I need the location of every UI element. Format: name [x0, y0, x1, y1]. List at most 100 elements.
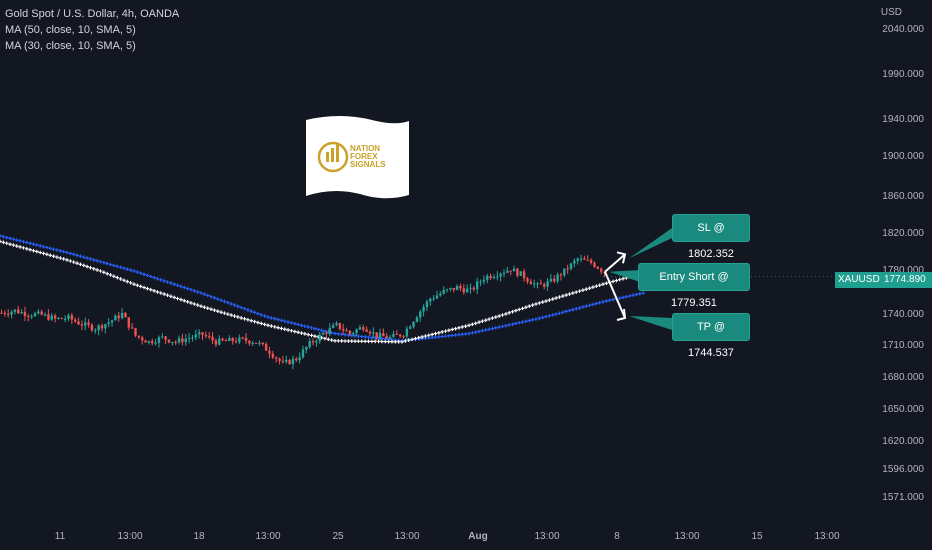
- ma50-point: [574, 307, 578, 311]
- ma30-point: [597, 283, 602, 287]
- ma30-point: [380, 339, 384, 344]
- ma30-point: [229, 313, 233, 317]
- candle-body: [348, 330, 352, 334]
- ma50-point: [450, 333, 455, 338]
- ma50-point: [607, 298, 612, 303]
- candle-body: [469, 287, 472, 289]
- time-tick-label: 13:00: [674, 531, 700, 542]
- candle-body: [516, 268, 519, 276]
- candle-body: [264, 344, 268, 351]
- ma50-point: [25, 240, 29, 245]
- candle-body: [539, 283, 543, 285]
- price-tick-label: 1780.000: [882, 265, 924, 276]
- ma30-point: [370, 339, 374, 344]
- ma30-point: [108, 273, 113, 277]
- ma50-point: [437, 335, 441, 339]
- ma30-point: [423, 334, 428, 338]
- time-tick-label: 8: [614, 531, 620, 542]
- ma50-point: [162, 279, 166, 283]
- ma30-point: [205, 306, 210, 310]
- ma50-point: [443, 334, 448, 338]
- ma50-point: [309, 326, 314, 330]
- candle-body: [579, 258, 583, 260]
- time-tick-label: 13:00: [814, 531, 840, 542]
- candle-body: [398, 334, 402, 337]
- ma50-point: [232, 303, 237, 307]
- ma50-point: [617, 296, 622, 300]
- candle-body: [110, 320, 114, 323]
- ma50-point: [564, 309, 568, 314]
- ma30-point: [148, 287, 153, 292]
- ma30-point: [329, 338, 334, 342]
- ma50-point: [316, 327, 321, 332]
- ma30-point: [31, 248, 36, 253]
- price-tick-label: 1650.000: [882, 404, 924, 415]
- ma30-point: [185, 300, 190, 304]
- ma30-point: [514, 308, 518, 313]
- candle-body: [305, 347, 308, 350]
- candle-body: [412, 321, 415, 327]
- candle-body: [593, 262, 596, 267]
- ma50-point: [182, 285, 187, 290]
- candle-body: [204, 335, 208, 337]
- ma30-point: [11, 243, 16, 247]
- ma50-point: [252, 310, 257, 315]
- ma50-point: [534, 317, 538, 321]
- candle-body: [415, 317, 419, 322]
- ma50-point: [61, 249, 66, 254]
- ma30-point: [343, 339, 347, 343]
- ma50-point: [189, 287, 193, 292]
- ma30-point: [326, 337, 331, 342]
- ma50-point: [457, 332, 461, 337]
- ma50-point: [299, 323, 304, 328]
- ma50-point: [453, 333, 458, 337]
- candle-body: [342, 328, 345, 331]
- candle-body: [201, 332, 204, 336]
- currency-label: USD: [880, 7, 902, 18]
- candle-body: [388, 336, 392, 339]
- candle-body: [271, 353, 275, 358]
- candle-body: [194, 334, 197, 338]
- candle-body: [53, 315, 57, 319]
- ma50-point: [71, 252, 76, 257]
- logo-line-1: NATION: [350, 144, 381, 153]
- ma50-point: [343, 332, 347, 337]
- candle-body: [10, 311, 13, 315]
- ma30-point: [266, 323, 270, 328]
- ma30-point: [299, 331, 304, 335]
- ma30-point: [393, 339, 398, 344]
- ma50-point: [303, 324, 307, 328]
- candle-body: [315, 341, 318, 343]
- candle-body: [120, 312, 124, 319]
- ma50-point: [118, 265, 123, 270]
- ma50-point: [199, 291, 203, 295]
- time-tick-label: 18: [193, 531, 205, 542]
- ma50-point: [621, 295, 625, 300]
- candle-body: [254, 342, 258, 344]
- price-tick-label: 1710.000: [882, 340, 924, 351]
- ma30-point: [142, 285, 146, 290]
- ma50-point: [55, 248, 59, 252]
- tp-arrow: [604, 271, 626, 319]
- ma30-point: [386, 339, 391, 344]
- candle-body: [586, 259, 589, 261]
- ma30-point: [4, 241, 9, 246]
- ma30-point: [199, 304, 203, 308]
- ma50-point: [102, 260, 106, 265]
- ma30-point: [406, 338, 411, 343]
- sl-arrowhead: [616, 251, 627, 264]
- candle-body: [596, 266, 599, 269]
- candle-body: [355, 329, 358, 333]
- candle-body: [241, 337, 244, 339]
- ma50-point: [433, 335, 438, 340]
- candle-body: [395, 333, 398, 335]
- ma50-point: [567, 308, 572, 313]
- ma30-line: [0, 239, 645, 344]
- ma50-point: [634, 292, 639, 297]
- candle-body: [234, 341, 238, 343]
- candle-body: [228, 337, 231, 341]
- ma30-point: [14, 244, 19, 248]
- logo-line-3: SIGNALS: [350, 160, 386, 169]
- ma50-point: [591, 302, 595, 307]
